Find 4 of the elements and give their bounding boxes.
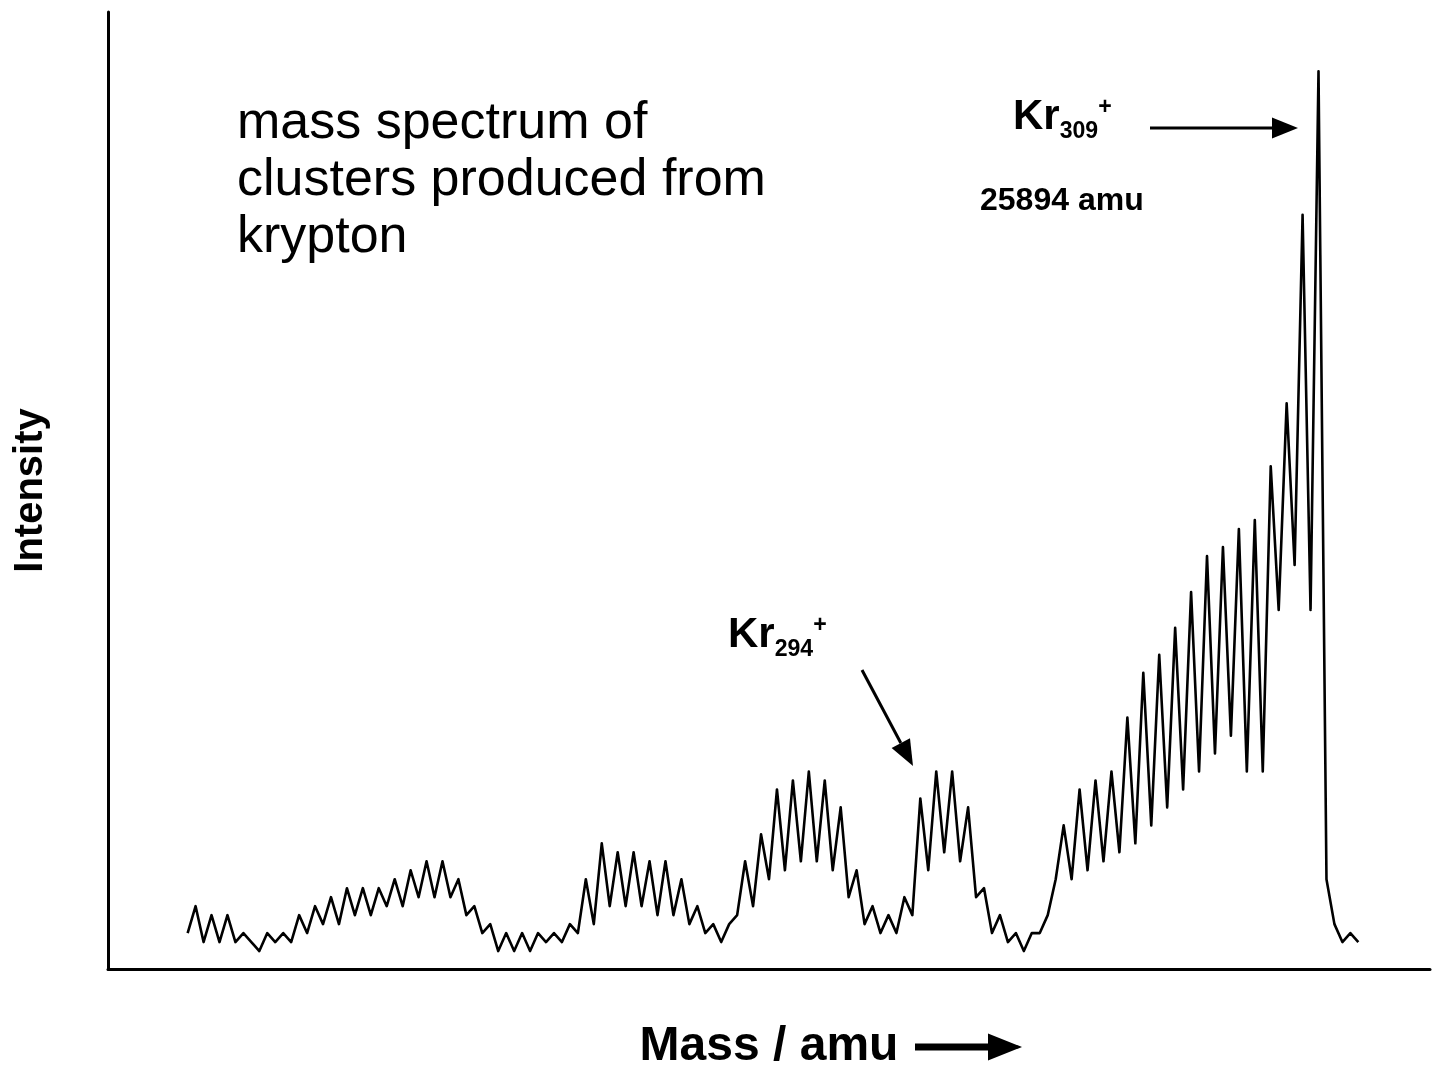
annotation: 25894 amu (980, 181, 1144, 218)
annotation: mass spectrum of clusters produced from krypton (237, 91, 767, 264)
x-axis-title: Mass / amu (639, 1016, 899, 1070)
y-axis-title: Intensity (6, 407, 50, 573)
